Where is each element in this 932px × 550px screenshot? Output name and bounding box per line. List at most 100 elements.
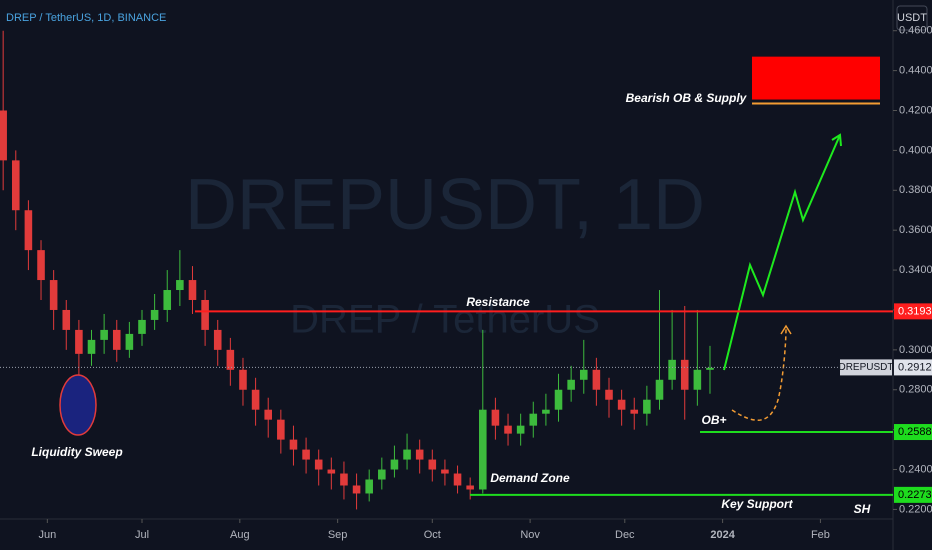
currency-label: USDT [897, 12, 927, 24]
candle-body [125, 333, 134, 350]
candle-body [75, 329, 83, 354]
price-label: 0.2912 [898, 361, 932, 373]
candle-body [264, 409, 273, 420]
candle-body [504, 425, 512, 434]
annotation: Resistance [466, 295, 530, 309]
candle-body [643, 399, 651, 414]
candle-body [24, 210, 33, 251]
x-tick-label: Dec [615, 529, 635, 541]
candle-body [277, 419, 285, 440]
supply-zone [752, 56, 880, 100]
x-tick-label: Nov [520, 529, 540, 541]
candle-body [655, 379, 664, 400]
y-tick-label: 0.3000 [899, 344, 932, 356]
candle-body [327, 469, 336, 474]
y-tick-label: 0.2800 [899, 384, 932, 396]
candle-body [390, 459, 399, 470]
candle-body [340, 473, 348, 486]
y-tick-label: 0.3800 [899, 184, 932, 196]
candle-body [415, 449, 424, 460]
annotation: SH [854, 502, 871, 516]
annotation: Key Support [721, 497, 793, 511]
candle-body [0, 110, 7, 161]
x-tick-label: Sep [328, 529, 348, 541]
candle-body [453, 473, 462, 486]
symbol-tag: DREPUSDT [838, 362, 893, 373]
candle-body [112, 329, 121, 350]
candle-body [441, 469, 449, 474]
price-label-bg [894, 359, 932, 376]
x-tick-label: Jun [38, 529, 56, 541]
currency-button[interactable] [896, 5, 928, 31]
candle-body [62, 309, 71, 330]
candle-body [567, 379, 575, 390]
y-tick-label: 0.2400 [899, 463, 932, 475]
candle-body [163, 290, 172, 310]
x-tick-label: Jul [135, 529, 149, 541]
y-tick-label: 0.4000 [899, 144, 932, 156]
y-tick-label: 0.4600 [899, 25, 932, 37]
candle-body [529, 413, 538, 426]
price-label-bg [894, 486, 932, 503]
candle-body [592, 369, 601, 390]
sweep-ellipse [59, 374, 97, 436]
candle-body [176, 280, 184, 291]
candle-body [188, 280, 197, 300]
y-tick-label: 0.4400 [899, 65, 932, 77]
candle-body [554, 389, 563, 410]
candle-body [302, 449, 310, 460]
candle-body [100, 329, 108, 340]
symbol-tag-bg [840, 359, 892, 376]
candle-body [605, 389, 613, 400]
candle-body [491, 409, 500, 426]
candle-body [680, 359, 689, 390]
y-tick-label: 0.3600 [899, 224, 932, 236]
candle-body [706, 367, 714, 370]
x-tick-label: Feb [811, 529, 830, 541]
candle-body [466, 485, 474, 490]
candle-body [542, 409, 550, 414]
watermark: DREPUSDT, 1D [185, 165, 705, 245]
candle-body [37, 250, 45, 281]
price-label: 0.3193 [898, 305, 932, 317]
candle-body [617, 399, 626, 410]
arrow-head [780, 324, 792, 335]
candle-body [693, 369, 702, 390]
candle-body [479, 409, 487, 490]
candle-body [213, 329, 222, 350]
candle-body [11, 160, 20, 211]
x-tick-label: Aug [230, 529, 250, 541]
annotation: OB+ [701, 413, 726, 427]
candle-body [668, 359, 676, 380]
candle-body [428, 459, 437, 470]
candle-body [630, 409, 639, 414]
candle-body [579, 369, 588, 380]
watermark-sub: DREP / TetherUS [290, 298, 600, 342]
candle-body [403, 449, 411, 460]
candle-body [201, 299, 209, 330]
price-label-bg [894, 424, 932, 441]
candle-body [251, 389, 260, 410]
dashed-arrow [731, 327, 787, 421]
annotation: Bearish OB & Supply [626, 91, 748, 105]
x-tick-label: Oct [424, 529, 441, 541]
candle-body [516, 425, 525, 434]
annotation: Liquidity Sweep [31, 445, 122, 459]
candle-body [239, 369, 247, 390]
projection-arrow [723, 134, 841, 371]
y-tick-label: 0.3400 [899, 264, 932, 276]
candle-body [138, 319, 146, 334]
price-label: 0.2588 [898, 426, 932, 438]
y-tick-label: 0.2200 [899, 503, 932, 515]
candle-body [150, 309, 159, 320]
x-tick-label: 2024 [710, 529, 735, 541]
chart-title: DREP / TetherUS, 1D, BINANCE [6, 12, 166, 24]
candle-body [289, 439, 298, 450]
candle-body [314, 459, 323, 470]
candle-body [49, 280, 58, 310]
price-label-bg [894, 303, 932, 320]
annotation: Demand Zone [490, 471, 570, 485]
y-tick-label: 0.4200 [899, 104, 932, 116]
